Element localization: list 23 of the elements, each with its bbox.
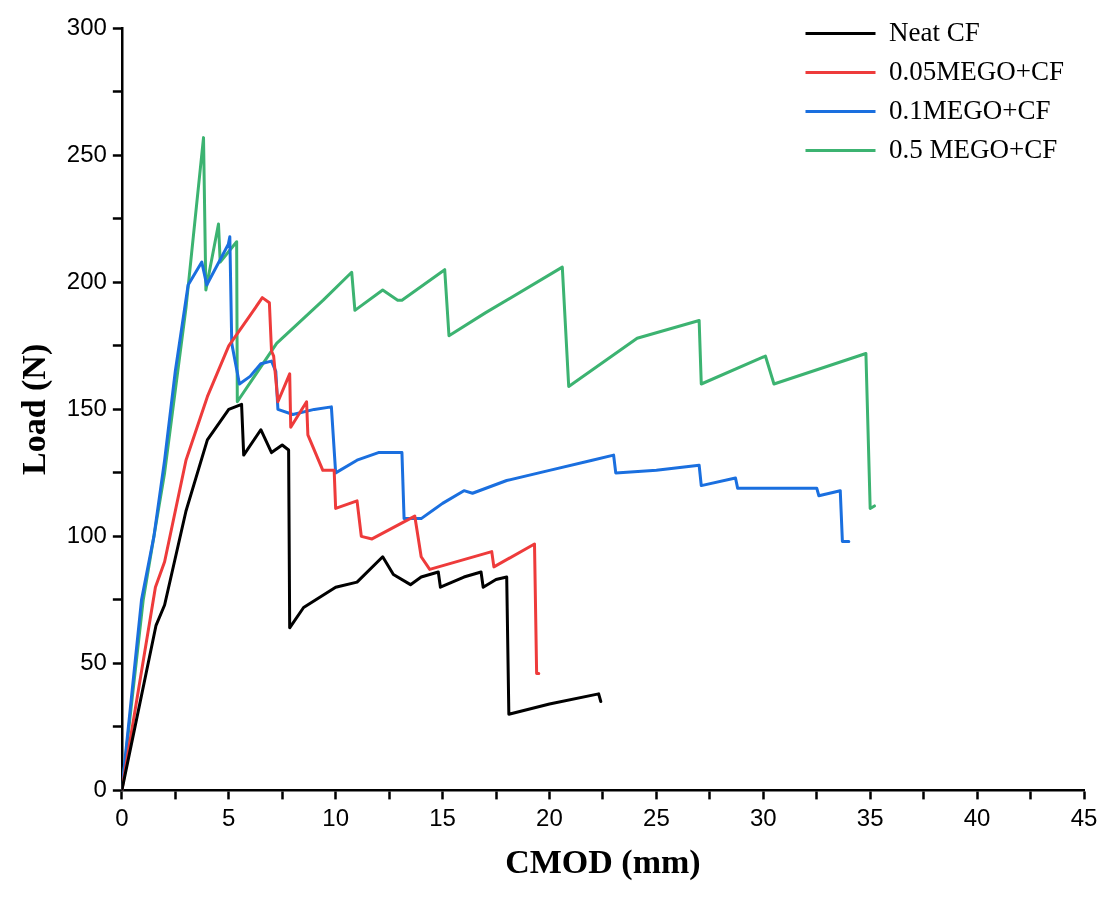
- legend-label: 0.1MEGO+CF: [889, 94, 1051, 125]
- y-axis-title: Load (N): [15, 343, 54, 476]
- x-tick-label: 15: [429, 804, 456, 832]
- x-axis-title: CMOD (mm): [505, 843, 701, 882]
- y-tick-label: 0: [93, 775, 107, 803]
- x-tick-label: 10: [322, 804, 350, 832]
- x-tick-label: 0: [115, 804, 129, 832]
- x-tick-label: 45: [1070, 804, 1098, 832]
- x-tick-label: 35: [856, 804, 884, 832]
- x-tick-label: 30: [749, 804, 777, 832]
- y-tick-label: 300: [66, 13, 107, 41]
- y-tick-label: 150: [66, 394, 107, 422]
- x-tick-label: 5: [222, 804, 236, 832]
- legend-label: 0.5 MEGO+CF: [889, 133, 1058, 164]
- x-tick-label: 40: [963, 804, 991, 832]
- y-tick-label: 50: [80, 648, 107, 676]
- legend-label: Neat CF: [889, 16, 980, 47]
- legend-label: 0.05MEGO+CF: [889, 55, 1064, 86]
- x-tick-label: 25: [643, 804, 670, 832]
- y-tick-label: 200: [66, 267, 107, 295]
- y-tick-label: 100: [66, 521, 107, 549]
- x-tick-label: 20: [536, 804, 563, 832]
- y-tick-label: 250: [66, 140, 107, 168]
